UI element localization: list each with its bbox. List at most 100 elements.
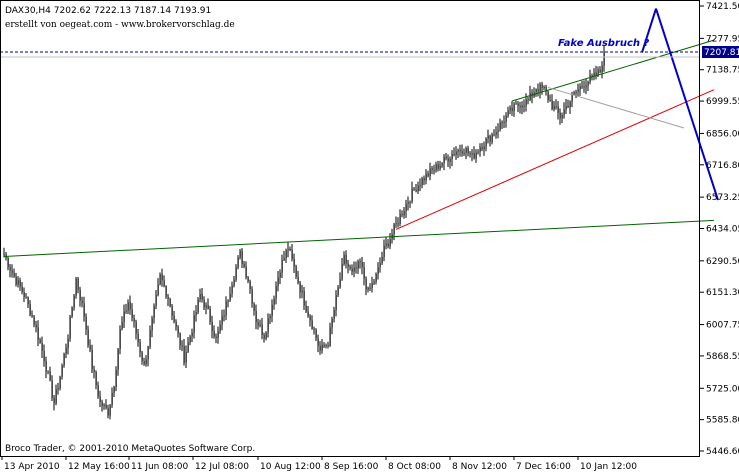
candle-body: [163, 280, 165, 287]
candle-body: [425, 173, 427, 181]
x-tick-label: 11 Jun 08:00: [131, 462, 188, 472]
candle-body: [469, 153, 471, 155]
candle-body: [183, 345, 185, 363]
candle-body: [417, 185, 419, 192]
candle-body: [355, 267, 357, 269]
candle-body: [21, 286, 23, 293]
candle-body: [25, 296, 27, 298]
candle-body: [545, 86, 547, 92]
candle-body: [445, 156, 447, 159]
candle-body: [361, 261, 363, 268]
candle-body: [263, 335, 265, 339]
candle-body: [185, 351, 187, 363]
candle-body: [223, 315, 225, 317]
candle-body: [215, 336, 217, 338]
candle-body: [479, 147, 481, 152]
candle-body: [37, 327, 39, 340]
candle-body: [277, 277, 279, 286]
candle-body: [523, 105, 525, 107]
candle-body: [221, 315, 223, 325]
candle-body: [343, 254, 345, 265]
candle-body: [549, 99, 551, 101]
candle-body: [27, 297, 29, 304]
candle-body: [267, 318, 269, 333]
candle-body: [35, 324, 37, 328]
candle-body: [121, 321, 123, 329]
candle-body: [313, 328, 315, 330]
candle-body: [541, 84, 543, 88]
candle-body: [435, 164, 437, 171]
candle-body: [107, 408, 109, 416]
candle-body: [571, 94, 573, 102]
candle-body: [327, 345, 329, 347]
candle-body: [485, 138, 487, 147]
candle-body: [211, 321, 213, 332]
candle-body: [213, 331, 215, 337]
candle-body: [399, 214, 401, 224]
candle-body: [345, 254, 347, 264]
candle-body: [503, 121, 505, 123]
candle-body: [403, 211, 405, 216]
y-tick-label: 7277.95: [706, 34, 739, 44]
candle-body: [297, 276, 299, 283]
y-tick-label: 6573.25: [706, 193, 739, 203]
candle-body: [55, 389, 57, 404]
candle-body: [155, 294, 157, 306]
candle-body: [597, 69, 599, 76]
candle-body: [303, 290, 305, 306]
candle-body: [515, 103, 517, 105]
x-tick-label: 10 Aug 12:00: [260, 462, 321, 472]
candle-body: [293, 258, 295, 267]
y-tick-label: 7421.50: [706, 2, 739, 12]
candle-body: [441, 163, 443, 166]
candle-body: [47, 371, 49, 373]
candle-body: [367, 287, 369, 290]
candle-body: [601, 65, 603, 73]
candle-body: [157, 284, 159, 295]
candle-body: [83, 303, 85, 317]
candle-body: [255, 310, 257, 323]
candle-body: [321, 344, 323, 351]
x-tick-label: 8 Oct 08:00: [388, 462, 441, 472]
candle-body: [559, 112, 561, 119]
candle-body: [423, 178, 425, 181]
candle-body: [159, 274, 161, 285]
candle-body: [257, 322, 259, 326]
candle-body: [141, 352, 143, 362]
candle-body: [193, 315, 195, 333]
candle-body: [43, 350, 45, 362]
candle-body: [131, 309, 133, 318]
candle-body: [567, 105, 569, 108]
candle-body: [197, 299, 199, 313]
candle-body: [405, 203, 407, 212]
candle-body: [461, 151, 463, 154]
candle-body: [281, 260, 283, 273]
candle-body: [519, 105, 521, 108]
candle-body: [171, 306, 173, 316]
trend-lines: [3, 8, 719, 257]
candle-body: [259, 324, 261, 326]
candle-body: [591, 75, 593, 77]
candle-body: [93, 369, 95, 372]
candle-body: [69, 316, 71, 339]
candle-body: [209, 308, 211, 322]
candle-body: [125, 310, 127, 312]
candle-body: [109, 404, 111, 416]
candle-body: [351, 268, 353, 272]
blue-trend-line: [655, 8, 719, 201]
candle-body: [97, 385, 99, 397]
price-tag-label: 7207.81: [704, 48, 739, 58]
candle-body: [551, 100, 553, 110]
y-tick-label: 6290.50: [706, 257, 739, 267]
candle-body: [369, 287, 371, 289]
candle-body: [317, 338, 319, 346]
candle-body: [273, 298, 275, 305]
candle-body: [201, 293, 203, 300]
candle-body: [529, 92, 531, 101]
candle-body: [143, 361, 145, 365]
candle-body: [239, 250, 241, 258]
candle-body: [247, 277, 249, 282]
candle-body: [41, 342, 43, 351]
candle-body: [575, 91, 577, 93]
candle-body: [473, 153, 475, 159]
